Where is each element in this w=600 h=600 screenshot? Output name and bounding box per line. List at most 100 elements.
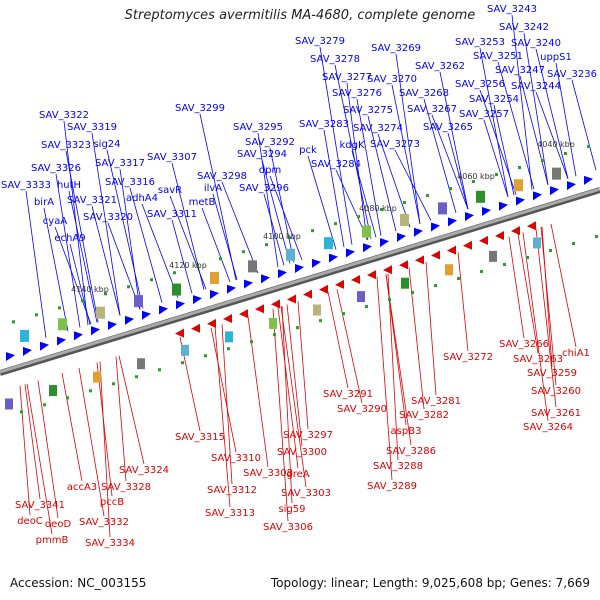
reverse-gene-label[interactable]: pmmB bbox=[36, 535, 69, 546]
reverse-gene-label[interactable]: sig59 bbox=[278, 504, 305, 515]
forward-gene-label[interactable]: sig24 bbox=[93, 139, 120, 150]
forward-gene-label[interactable]: SAV_3323 bbox=[41, 140, 91, 151]
forward-gene-label[interactable]: SAV_3251 bbox=[473, 51, 523, 62]
leader-line bbox=[376, 276, 393, 481]
reverse-gene-label[interactable]: chiA1 bbox=[562, 348, 590, 359]
forward-gene-label[interactable]: SAV_3256 bbox=[455, 79, 505, 90]
forward-gene-label[interactable]: SAV_3268 bbox=[399, 88, 449, 99]
reverse-gene-label[interactable]: SAV_3334 bbox=[85, 538, 135, 549]
forward-gene-label[interactable]: uppS1 bbox=[540, 52, 572, 63]
reverse-gene-label[interactable]: pccB bbox=[100, 497, 124, 508]
forward-gene-label[interactable]: SAV_3320 bbox=[83, 212, 133, 223]
leader-line bbox=[26, 383, 53, 535]
forward-gene-label[interactable]: SAV_3284 bbox=[311, 159, 361, 170]
reverse-gene-label[interactable]: aspB3 bbox=[391, 426, 422, 437]
reverse-gene-label[interactable]: deoD bbox=[45, 519, 72, 530]
reverse-gene-label[interactable]: SAV_3315 bbox=[175, 432, 225, 443]
forward-gene-label[interactable]: pck bbox=[299, 145, 317, 156]
reverse-gene-label[interactable]: SAV_3306 bbox=[263, 522, 313, 533]
forward-gene-label[interactable]: SAV_3299 bbox=[175, 103, 225, 114]
leader-line bbox=[96, 362, 113, 497]
forward-gene-label[interactable]: metB bbox=[189, 197, 216, 208]
forward-gene-label[interactable]: SAV_3253 bbox=[455, 37, 505, 48]
reverse-gene-label[interactable]: SAV_3289 bbox=[367, 481, 417, 492]
reverse-gene-label[interactable]: greA bbox=[286, 469, 309, 480]
reverse-gene-label[interactable]: SAV_3297 bbox=[283, 430, 333, 441]
reverse-gene-label[interactable]: SAV_3313 bbox=[205, 508, 255, 519]
forward-gene-label[interactable]: cyaA bbox=[43, 216, 68, 227]
feature-block bbox=[134, 295, 143, 308]
forward-gene-label[interactable]: birA bbox=[34, 197, 54, 208]
forward-gene-label[interactable]: SAV_3322 bbox=[39, 110, 89, 121]
leader-line bbox=[323, 129, 345, 248]
forward-gene-label[interactable]: SAV_3326 bbox=[31, 163, 81, 174]
forward-gene-label[interactable]: echA9 bbox=[54, 233, 85, 244]
forward-gene-label[interactable]: SAV_3247 bbox=[495, 65, 545, 76]
forward-gene-label[interactable]: SAV_3267 bbox=[407, 104, 457, 115]
forward-gene-label[interactable]: SAV_3240 bbox=[511, 38, 561, 49]
forward-gene-label[interactable]: ilvA bbox=[204, 183, 222, 194]
forward-gene-label[interactable]: SAV_3298 bbox=[197, 171, 247, 182]
forward-gene-label[interactable]: SAV_3274 bbox=[353, 123, 403, 134]
forward-gene-label[interactable]: SAV_3273 bbox=[370, 139, 420, 150]
forward-gene-label[interactable]: SAV_3242 bbox=[499, 22, 549, 33]
leader-line bbox=[106, 149, 144, 309]
reverse-gene-label[interactable]: SAV_3266 bbox=[499, 339, 549, 350]
reverse-gene-label[interactable]: SAV_3300 bbox=[277, 447, 327, 458]
forward-gene-label[interactable]: SAV_3257 bbox=[459, 109, 509, 120]
forward-gene-label[interactable]: SAV_3294 bbox=[237, 149, 287, 160]
forward-gene-label[interactable]: SAV_3262 bbox=[415, 61, 465, 72]
reverse-gene-label[interactable]: SAV_3260 bbox=[531, 386, 581, 397]
reverse-gene-label[interactable]: SAV_3282 bbox=[399, 410, 449, 421]
forward-gene-label[interactable]: SAV_3277 bbox=[322, 72, 372, 83]
forward-gene-label[interactable]: SAV_3270 bbox=[367, 74, 417, 85]
forward-gene-label[interactable]: kdgK bbox=[339, 140, 364, 151]
reverse-gene-label[interactable]: SAV_3303 bbox=[281, 488, 331, 499]
forward-gene-label[interactable]: SAV_3278 bbox=[310, 54, 360, 65]
reverse-gene-label[interactable]: SAV_3312 bbox=[207, 485, 257, 496]
forward-gene-label[interactable]: SAV_3292 bbox=[245, 137, 295, 148]
forward-gene-label[interactable]: SAV_3311 bbox=[147, 209, 197, 220]
forward-gene-label[interactable]: savR bbox=[158, 185, 182, 196]
reverse-gene-label[interactable]: SAV_3261 bbox=[531, 408, 581, 419]
forward-gene-label[interactable]: SAV_3254 bbox=[469, 94, 519, 105]
reverse-gene-label[interactable]: SAV_3264 bbox=[523, 422, 573, 433]
forward-gene-label[interactable]: SAV_3275 bbox=[343, 105, 393, 116]
reverse-gene-label[interactable]: SAV_3272 bbox=[443, 352, 493, 363]
reverse-gene-label[interactable]: SAV_3290 bbox=[337, 404, 387, 415]
forward-gene-label[interactable]: SAV_3317 bbox=[95, 158, 145, 169]
reverse-gene-label[interactable]: accA3 bbox=[67, 482, 97, 493]
forward-gene-label[interactable]: SAV_3283 bbox=[299, 119, 349, 130]
forward-gene-label[interactable]: SAV_3296 bbox=[239, 183, 289, 194]
reverse-gene-label[interactable]: SAV_3324 bbox=[119, 465, 169, 476]
forward-gene-label[interactable]: SAV_3269 bbox=[371, 43, 421, 54]
forward-gene-label[interactable]: SAV_3333 bbox=[1, 180, 51, 191]
reverse-gene-label[interactable]: SAV_3328 bbox=[101, 482, 151, 493]
forward-gene-label[interactable]: SAV_3307 bbox=[147, 152, 197, 163]
reverse-gene-label[interactable]: deoC bbox=[17, 516, 43, 527]
reverse-gene-label[interactable]: SAV_3308 bbox=[243, 468, 293, 479]
forward-gene-label[interactable]: adhA4 bbox=[126, 193, 158, 204]
reverse-gene-label[interactable]: SAV_3263 bbox=[513, 354, 563, 365]
forward-gene-label[interactable]: SAV_3265 bbox=[423, 122, 473, 133]
reverse-gene-label[interactable]: SAV_3288 bbox=[373, 461, 423, 472]
reverse-gene-label[interactable]: SAV_3259 bbox=[527, 368, 577, 379]
forward-gene-label[interactable]: hutH bbox=[57, 180, 81, 191]
reverse-gene-label[interactable]: SAV_3286 bbox=[386, 446, 436, 457]
forward-gene-label[interactable]: SAV_3319 bbox=[67, 122, 117, 133]
forward-gene-label[interactable]: SAV_3295 bbox=[233, 122, 283, 133]
reverse-gene-label[interactable]: SAV_3291 bbox=[323, 389, 373, 400]
reverse-gene-label[interactable]: SAV_3341 bbox=[15, 500, 65, 511]
forward-gene-label[interactable]: SAV_3276 bbox=[332, 88, 382, 99]
forward-gene-label[interactable]: SAV_3244 bbox=[511, 81, 561, 92]
forward-gene-label[interactable]: SAV_3316 bbox=[105, 177, 155, 188]
tick-label: 4120 kbp bbox=[169, 261, 207, 270]
reverse-gene-label[interactable]: SAV_3310 bbox=[211, 453, 261, 464]
forward-gene-label[interactable]: SAV_3279 bbox=[295, 36, 345, 47]
forward-gene-label[interactable]: SAV_3236 bbox=[547, 69, 597, 80]
reverse-gene-label[interactable]: SAV_3332 bbox=[79, 517, 129, 528]
forward-gene-label[interactable]: SAV_3321 bbox=[67, 195, 117, 206]
forward-gene-label[interactable]: SAV_3243 bbox=[487, 4, 537, 15]
forward-gene-label[interactable]: dpm bbox=[259, 165, 281, 176]
reverse-gene-label[interactable]: SAV_3281 bbox=[411, 396, 461, 407]
